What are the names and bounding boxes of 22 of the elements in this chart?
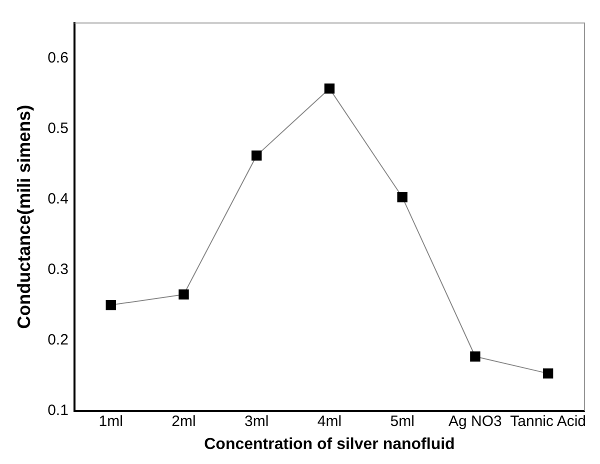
point [324, 83, 335, 94]
y-axis-title: Conductance(mili simens) [14, 104, 34, 329]
x-axis-title: Concentration of silver nanofluid [204, 436, 455, 453]
x-tick-label: 1ml [98, 412, 123, 430]
x-tick-label: Ag NO3 [448, 412, 502, 430]
point [178, 289, 189, 300]
y-tick-label: 0.2 [48, 331, 68, 348]
x-tick-label: 4ml [317, 412, 342, 430]
point [106, 300, 116, 310]
point [252, 150, 262, 161]
x-tick-label: 5ml [390, 412, 414, 430]
x-tick-label: Tannic Acid [510, 412, 586, 430]
y-tick-label: 0.4 [48, 190, 68, 208]
point [470, 351, 480, 362]
y-tick-label: 0.5 [48, 120, 68, 137]
point [542, 368, 554, 379]
point [397, 192, 408, 202]
y-tick-label: 0.3 [48, 260, 68, 278]
y-tick-label: 0.6 [48, 49, 68, 66]
x-tick-label: 3ml [244, 412, 269, 430]
y-tick-label: 0.1 [48, 402, 68, 419]
x-tick-label: 2ml [172, 412, 196, 430]
